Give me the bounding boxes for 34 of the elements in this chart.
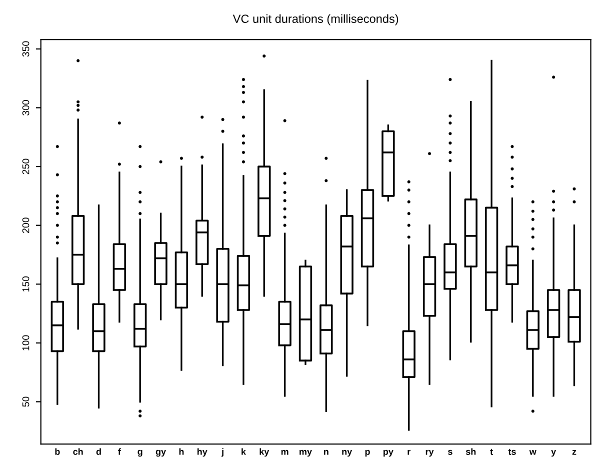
x-tick-label: h: [179, 448, 184, 455]
x-tick-label: r: [408, 450, 410, 455]
x-tick-label: d: [96, 448, 101, 455]
x-tick-label: w: [529, 450, 536, 455]
y-tick-label: 50: [22, 396, 30, 407]
y-tick-label: 200: [22, 218, 30, 233]
x-tick-label: ch: [73, 448, 83, 455]
chart-title: VC unit durations (milliseconds): [232, 14, 398, 26]
y-tick-label: 150: [22, 276, 30, 292]
x-tick-label: py: [384, 450, 394, 457]
y-tick-label: 250: [22, 158, 30, 174]
x-tick-label: sh: [466, 448, 476, 455]
x-tick-label: hy: [197, 448, 208, 457]
x-tick-label: t: [490, 448, 493, 455]
x-tick-label: b: [55, 448, 60, 455]
x-tick-label: g: [138, 450, 142, 457]
x-tick-label: ny: [342, 450, 352, 457]
x-tick-label: my: [300, 450, 312, 457]
x-tick-label: z: [572, 450, 576, 455]
x-tick-label: ts: [508, 448, 516, 455]
x-tick-label: p: [365, 450, 370, 457]
x-tick-label: y: [551, 450, 556, 457]
x-tick-label: f: [118, 448, 121, 455]
x-tick-label: s: [448, 450, 452, 455]
x-tick-label: j: [221, 448, 224, 457]
x-tick-label: m: [281, 450, 288, 455]
x-tick-label: ry: [426, 450, 434, 457]
y-tick-label: 350: [22, 41, 30, 57]
x-tick-label: n: [324, 450, 328, 455]
x-tick-label: ky: [260, 448, 270, 457]
y-tick-label: 100: [22, 335, 30, 350]
y-tick-label: 300: [22, 100, 30, 116]
x-tick-label: gy: [156, 450, 166, 457]
x-tick-label: k: [242, 448, 246, 455]
